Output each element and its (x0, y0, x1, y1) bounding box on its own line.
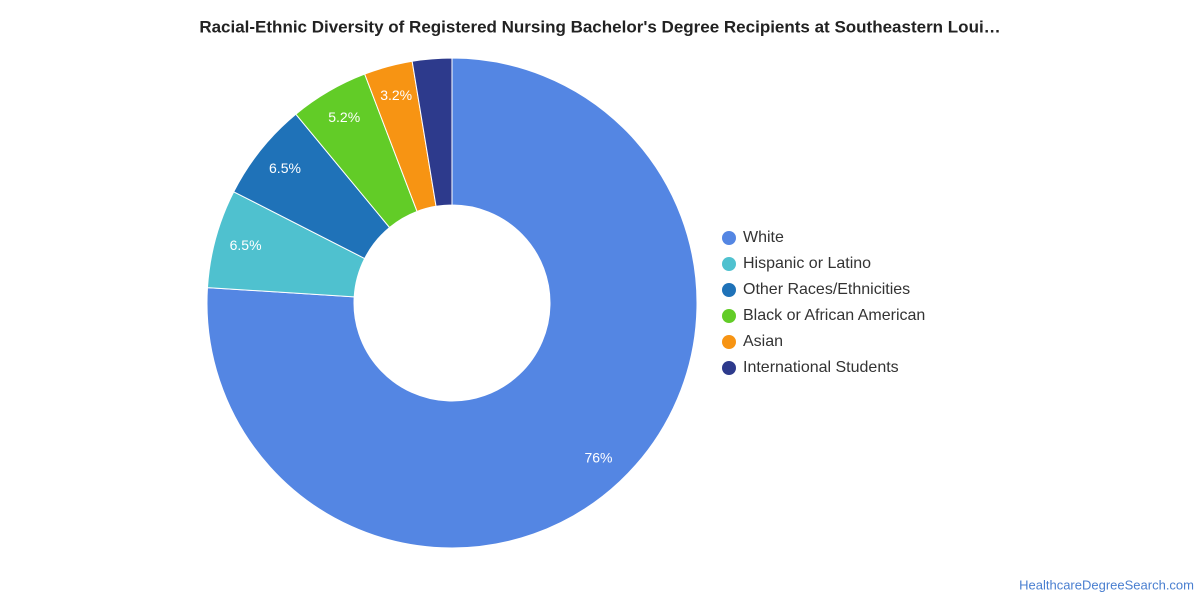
legend-label: Asian (743, 333, 783, 350)
legend-marker (722, 257, 736, 271)
legend-marker (722, 335, 736, 349)
legend-marker (722, 309, 736, 323)
legend-label: Other Races/Ethnicities (743, 281, 910, 298)
legend-marker (722, 231, 736, 245)
slice (206, 57, 698, 549)
value-label: 5.2% (328, 109, 360, 125)
legend-label: International Students (743, 359, 899, 376)
value-label: 76% (584, 450, 612, 466)
legend-marker (722, 283, 736, 297)
value-label: 6.5% (269, 160, 301, 176)
chart-title: Racial-Ethnic Diversity of Registered Nu… (199, 17, 1000, 36)
legend-label: Hispanic or Latino (743, 255, 871, 272)
legend-marker (722, 361, 736, 375)
value-label: 3.2% (380, 87, 412, 103)
source[interactable]: HealthcareDegreeSearch.com (1019, 577, 1194, 592)
value-label: 6.5% (230, 237, 262, 253)
legend-label: Black or African American (743, 307, 925, 324)
slice (411, 57, 453, 207)
legend-label: White (743, 229, 784, 246)
